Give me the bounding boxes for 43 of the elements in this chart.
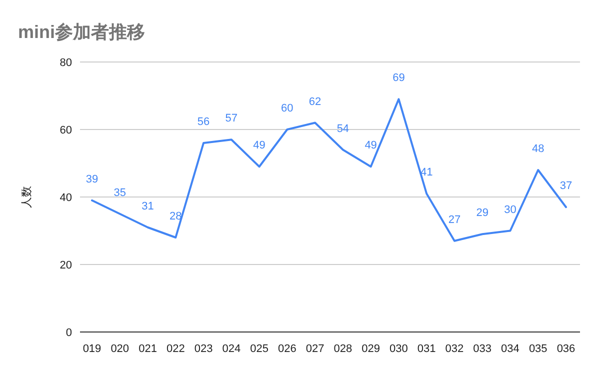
ytick: 60 [60,124,72,136]
label: 37 [560,180,572,192]
xtick: 030 [390,343,408,355]
xtick: 035 [528,343,548,355]
label: 29 [476,207,488,220]
label: 31 [142,200,154,212]
xtick: 036 [556,343,576,355]
label: 28 [170,210,182,222]
xtick: 022 [166,343,185,355]
ylabel: 人数 [21,186,33,208]
label: 57 [225,112,238,125]
xtick: 034 [501,343,520,355]
xtick: 026 [278,343,296,355]
label: 60 [281,102,294,114]
label: 69 [392,72,405,84]
label: 49 [253,140,266,152]
xtick: 019 [82,343,102,355]
label: 39 [86,173,98,186]
label: 48 [532,143,544,155]
ytick: 40 [60,192,72,204]
xtick: 031 [417,343,436,355]
label: 54 [336,122,350,135]
xtick: 021 [138,343,157,355]
label: 49 [364,140,377,152]
xtick: 027 [306,343,324,355]
label: 41 [420,166,433,179]
xtick: 025 [250,343,268,355]
ytick: 20 [60,260,72,272]
xtick: 033 [473,343,492,355]
xtick: 024 [222,343,241,355]
ytick: 80 [60,57,72,69]
label: 56 [197,116,210,128]
ytick: 0 [66,327,72,339]
xtick: 028 [334,343,352,355]
title: mini参加者推移 [18,22,146,42]
label: 27 [448,214,461,226]
xtick: 032 [445,343,464,355]
label: 30 [504,204,516,216]
label: 62 [308,96,322,108]
xtick: 029 [362,343,380,355]
xtick: 020 [110,343,130,355]
xtick: 023 [194,343,213,355]
label: 35 [114,186,126,199]
